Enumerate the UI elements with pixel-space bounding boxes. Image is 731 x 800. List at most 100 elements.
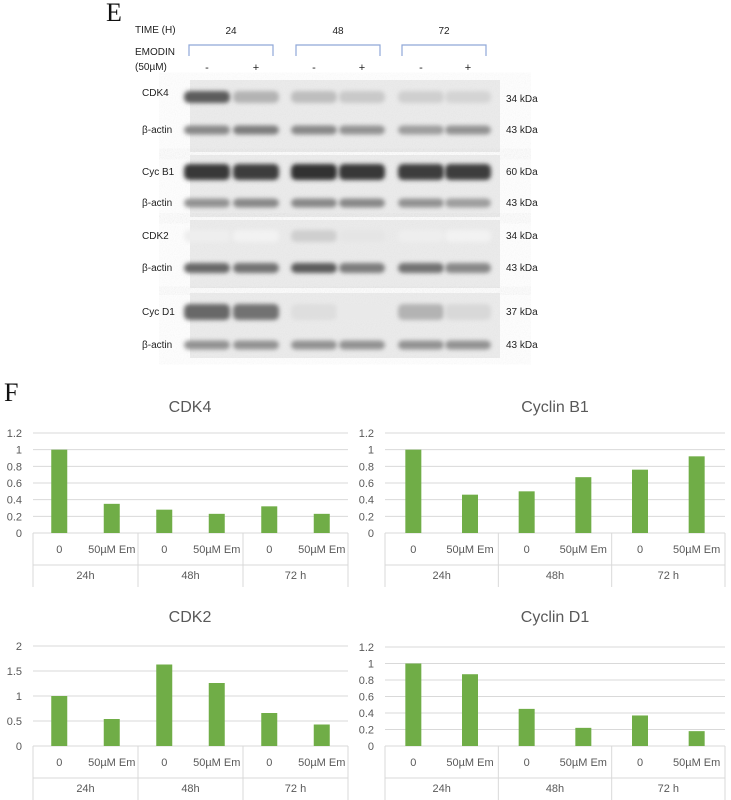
protein-label: β-actin [142,263,172,274]
protein-band [339,91,385,103]
time-label: TIME (H) [135,25,176,36]
chart-title: Cyclin B1 [521,399,589,416]
protein-label: CDK4 [142,88,169,99]
bar [313,724,330,746]
protein-band [339,340,385,350]
bar [632,715,648,746]
protein-label: Cyc D1 [142,307,175,318]
bar [103,719,120,746]
y-tick-label: 0.6 [359,478,374,490]
protein-band [445,230,491,242]
y-tick-label: 1.2 [359,428,374,440]
y-tick-label: 0 [16,528,22,540]
y-tick-label: 0.6 [359,692,374,704]
x-group-label: 48h [546,783,564,795]
bar [156,509,173,533]
protein-band [398,91,444,103]
protein-band [398,304,444,320]
protein-band [339,263,385,273]
panel-letter-e: E [106,0,122,27]
protein-band [233,304,279,320]
y-tick-label: 0 [368,528,374,540]
bar [688,731,705,746]
x-category-label: 0 [637,757,643,769]
x-category-label: 50µM Em [298,757,345,769]
x-category-label: 0 [524,757,530,769]
y-tick-label: 2 [16,641,22,653]
bar [208,513,225,533]
time-point-label: 48 [332,26,344,37]
protein-label: β-actin [142,340,172,351]
bar [261,713,278,746]
protein-band [184,125,230,135]
x-category-label: 50µM Em [673,544,720,556]
group-bracket [401,44,487,56]
protein-band [233,125,279,135]
x-category-label: 0 [266,544,272,556]
x-category-label: 50µM Em [193,544,240,556]
protein-band [398,198,444,208]
protein-band [398,164,444,180]
x-category-label: 50µM Em [673,757,720,769]
bar [462,494,478,533]
protein-label: β-actin [142,125,172,136]
molecular-weight-label: 43 kDa [506,263,538,274]
protein-band [184,340,230,350]
protein-band [184,198,230,208]
x-group-label: 48h [546,570,564,582]
protein-band [398,340,444,350]
lane-treatment-label: + [253,62,259,74]
protein-band [291,164,337,180]
y-tick-label: 0.4 [359,495,374,507]
emodin-label: EMODIN [135,47,175,58]
x-group-label: 72 h [658,570,679,582]
protein-band [445,304,491,320]
bar [688,456,705,533]
protein-band [291,263,337,273]
x-group-label: 24h [76,783,94,795]
y-tick-label: 0.4 [7,495,22,507]
y-tick-label: 1 [368,445,374,457]
chart-cdk4: CDK4 0 0.2 0.4 0.6 0.8 1 1.2 0 50µM Em 0 50µM Em 0 50… [7,399,349,587]
group-bracket [188,44,274,56]
x-category-label: 50µM Em [298,544,345,556]
protein-band [233,91,279,103]
lane-treatment-label: - [419,62,423,74]
y-tick-label: 0.2 [7,511,22,523]
chart-cyclin-d1: Cyclin D1 0 0.2 0.4 0.6 0.8 1 1.2 0 50µM Em 0 50µM … [359,609,726,800]
protein-band [445,198,491,208]
x-group-label: 24h [432,570,450,582]
protein-band [184,230,230,242]
bar [518,491,535,533]
y-tick-label: 0.8 [7,461,22,473]
protein-band [233,340,279,350]
protein-band [339,125,385,135]
bar [51,449,68,533]
y-tick-label: 0.6 [7,478,22,490]
panel-letter-f: F [4,378,19,407]
protein-band [339,164,385,180]
protein-band [291,198,337,208]
x-group-label: 24h [76,570,94,582]
bar [103,503,120,533]
blot-texture [190,80,500,152]
protein-band [445,91,491,103]
protein-band [445,164,491,180]
bar [313,513,330,533]
molecular-weight-label: 34 kDa [506,94,538,105]
bar [518,708,535,746]
x-category-label: 0 [161,544,167,556]
y-tick-label: 0.2 [359,725,374,737]
bar [208,683,225,746]
emodin-concentration-label: (50µM) [135,62,167,73]
protein-band [291,230,337,242]
bar [156,664,173,746]
protein-band [184,304,230,320]
x-group-label: 72 h [285,783,306,795]
y-tick-label: 0.8 [359,675,374,687]
chart-title: Cyclin D1 [521,609,590,626]
molecular-weight-label: 43 kDa [506,340,538,351]
x-category-label: 0 [410,544,416,556]
western-blot: 24 48 72 - + - + - + CDK4 34 kDa β-actin 43 kDa Cyc B… [142,26,538,358]
protein-band [291,125,337,135]
